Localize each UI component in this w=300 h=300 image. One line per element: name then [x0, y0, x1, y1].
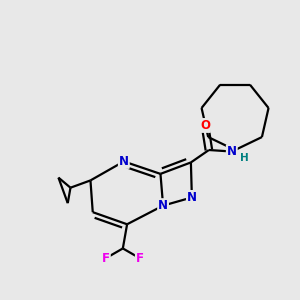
Text: N: N: [227, 145, 237, 158]
Text: H: H: [240, 152, 249, 163]
Text: O: O: [200, 119, 210, 132]
Text: F: F: [136, 252, 144, 265]
Text: N: N: [187, 191, 197, 204]
Text: N: N: [119, 155, 129, 168]
Text: N: N: [158, 199, 168, 212]
Text: F: F: [102, 252, 110, 265]
